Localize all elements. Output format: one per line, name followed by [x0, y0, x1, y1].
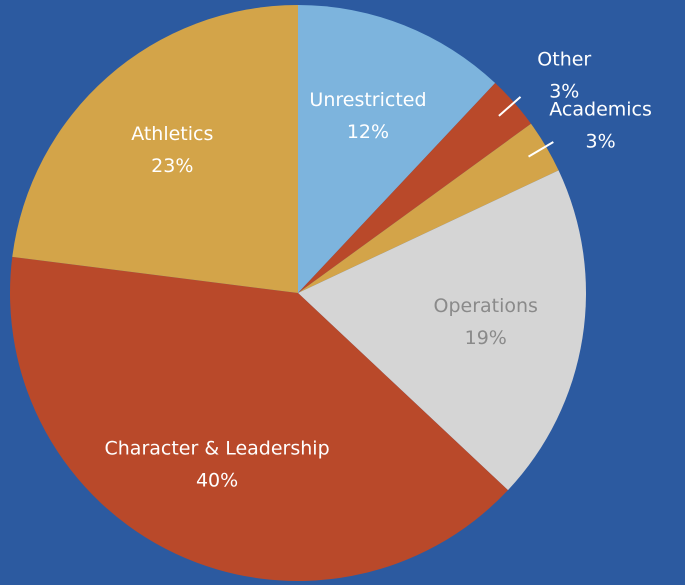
slice-value-label: 40% [196, 469, 238, 491]
slice-value-label: 23% [151, 155, 193, 177]
slice-label: Operations [434, 295, 538, 317]
slice-label: Character & Leadership [105, 437, 330, 459]
slice-value-label: 19% [465, 327, 507, 349]
pie-slice [12, 5, 298, 293]
slice-label: Unrestricted [309, 89, 426, 111]
slice-value-label: 12% [347, 121, 389, 143]
slice-label: Other [537, 48, 591, 70]
slice-label: Athletics [131, 123, 213, 145]
slice-value-label: 3% [586, 130, 616, 152]
slice-label: Academics [549, 98, 652, 120]
chart: Unrestricted12%Other3%Academics3%Operati… [0, 0, 685, 581]
page: Unrestricted12%Other3%Academics3%Operati… [0, 0, 685, 581]
